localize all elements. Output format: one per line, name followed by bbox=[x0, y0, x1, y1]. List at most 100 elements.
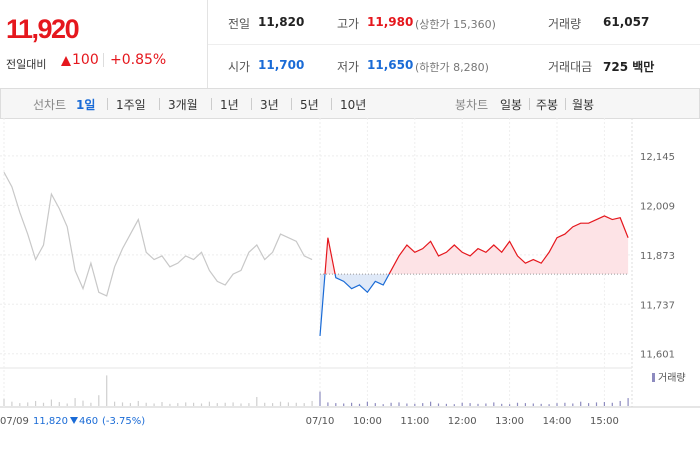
up-arrow bbox=[61, 56, 71, 66]
x-tick-label: 07/10 bbox=[306, 416, 335, 427]
candle-tab[interactable]: 주봉 bbox=[536, 98, 559, 112]
summary-label: 거래량 bbox=[548, 17, 582, 31]
tab-bar bbox=[0, 88, 700, 119]
volume-bar bbox=[311, 400, 313, 406]
volume-bar bbox=[264, 402, 266, 406]
x-tick-label: 12:00 bbox=[448, 416, 477, 427]
volume-bar bbox=[114, 401, 116, 406]
summary-label: 전일 bbox=[228, 17, 251, 31]
period-tab[interactable]: 1주일 bbox=[116, 98, 146, 112]
volume-bar bbox=[588, 403, 590, 406]
summary-value: 11,820 bbox=[258, 15, 305, 29]
candle-tab[interactable]: 일봉 bbox=[500, 98, 523, 112]
x-tick-label: 13:00 bbox=[495, 416, 524, 427]
volume-bar bbox=[627, 398, 629, 406]
volume-bar bbox=[485, 403, 487, 406]
period-tab[interactable]: 5년 bbox=[300, 98, 319, 112]
volume-bar bbox=[548, 404, 550, 406]
volume-bar bbox=[272, 403, 274, 406]
period-tab[interactable]: 10년 bbox=[340, 98, 367, 112]
volume-bar bbox=[248, 403, 250, 406]
volume-bar bbox=[619, 400, 621, 406]
volume-bar bbox=[137, 400, 139, 406]
volume-bar bbox=[169, 403, 171, 406]
divider bbox=[103, 53, 104, 67]
volume-bar bbox=[509, 404, 511, 406]
summary-value: 11,980 bbox=[367, 15, 414, 29]
volume-bar bbox=[445, 403, 447, 406]
x-tick-label: 15:00 bbox=[590, 416, 619, 427]
volume-bar bbox=[185, 402, 187, 406]
prev-change-pct: (-3.75%) bbox=[102, 416, 145, 427]
period-tab[interactable]: 3개월 bbox=[168, 98, 198, 112]
x-tick-label: 14:00 bbox=[543, 416, 572, 427]
volume-bar bbox=[256, 397, 258, 406]
volume-bar bbox=[98, 395, 100, 406]
volume-bar bbox=[303, 403, 305, 406]
tab-label: 선차트 bbox=[33, 98, 67, 112]
volume-bar bbox=[532, 403, 534, 406]
y-tick-label: 11,737 bbox=[640, 300, 675, 311]
volume-bar bbox=[90, 402, 92, 406]
volume-bar bbox=[414, 403, 416, 406]
volume-bar bbox=[208, 401, 210, 406]
volume-bar bbox=[516, 402, 519, 406]
x-tick-label: 11:00 bbox=[400, 416, 429, 427]
period-tab[interactable]: 3년 bbox=[260, 98, 279, 112]
volume-bar bbox=[422, 403, 424, 406]
volume-bar bbox=[461, 402, 463, 406]
prev-close: 11,820 bbox=[33, 416, 68, 427]
current-price: 11,920 bbox=[6, 14, 80, 44]
volume-bar bbox=[224, 402, 226, 406]
volume-bar bbox=[343, 403, 345, 406]
price-line bbox=[3, 171, 313, 297]
tab-divider bbox=[565, 98, 566, 110]
volume-bar bbox=[430, 401, 432, 406]
tab-label: 봉차트 bbox=[455, 98, 489, 112]
summary-value: 61,057 bbox=[603, 15, 650, 29]
volume-bar bbox=[477, 403, 479, 406]
volume-bar bbox=[232, 402, 234, 406]
legend-label: 거래량 bbox=[658, 372, 686, 384]
summary-note: (상한가 15,360) bbox=[415, 18, 496, 31]
summary-label: 시가 bbox=[228, 60, 251, 74]
period-tab[interactable]: 1일 bbox=[76, 98, 96, 112]
summary-label: 거래대금 bbox=[548, 60, 593, 74]
summary-label: 고가 bbox=[337, 17, 360, 31]
y-tick-label: 11,601 bbox=[640, 350, 675, 361]
volume-bar bbox=[58, 402, 60, 406]
prev-change: 460 bbox=[79, 416, 98, 427]
area-down bbox=[320, 274, 629, 336]
volume-bar bbox=[595, 402, 598, 406]
volume-bar bbox=[42, 402, 45, 406]
volume-bar bbox=[121, 402, 124, 406]
tab-divider bbox=[291, 98, 292, 110]
period-tab[interactable]: 1년 bbox=[220, 98, 239, 112]
y-tick-label: 11,873 bbox=[640, 251, 675, 262]
volume-bar bbox=[382, 404, 384, 406]
volume-bar bbox=[11, 401, 13, 406]
candle-tab[interactable]: 월봉 bbox=[572, 98, 595, 112]
price-panel: 11,920 전일대비 100 +0.85% bbox=[0, 0, 208, 88]
change-pct: +0.85% bbox=[110, 52, 167, 68]
volume-bar bbox=[351, 402, 353, 406]
tab-divider bbox=[159, 98, 160, 110]
summary-value: 11,650 bbox=[367, 58, 414, 72]
volume-bar bbox=[129, 403, 131, 406]
volume-bar bbox=[611, 402, 613, 406]
volume-bar bbox=[406, 403, 408, 406]
volume-bar bbox=[398, 402, 400, 406]
volume-bar bbox=[200, 403, 203, 406]
volume-bar bbox=[603, 402, 605, 406]
volume-bar bbox=[469, 403, 471, 406]
down-arrow bbox=[70, 417, 78, 424]
volume-bar bbox=[153, 403, 155, 406]
y-tick-label: 12,009 bbox=[640, 201, 675, 212]
chart: 12,145 12,009 11,873 11,737 11,601 07/09 07/10… bbox=[0, 118, 700, 427]
area-up bbox=[324, 215, 629, 275]
volume-bar bbox=[358, 403, 361, 406]
volume-bar bbox=[35, 400, 37, 406]
summary-label: 저가 bbox=[337, 60, 360, 74]
volume-bar bbox=[524, 403, 526, 406]
y-tick-label: 12,145 bbox=[640, 152, 675, 163]
